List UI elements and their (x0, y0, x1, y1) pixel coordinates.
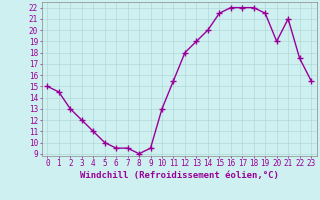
X-axis label: Windchill (Refroidissement éolien,°C): Windchill (Refroidissement éolien,°C) (80, 171, 279, 180)
